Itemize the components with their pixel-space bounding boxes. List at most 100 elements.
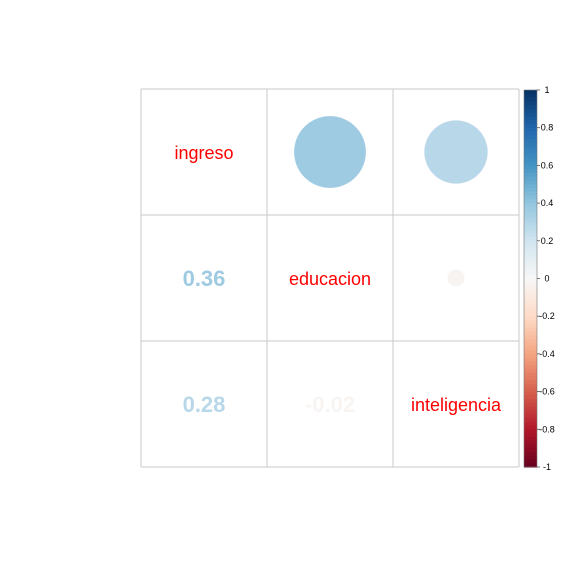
colorbar-segment (524, 323, 537, 329)
colorbar-segment (524, 123, 537, 129)
colorbar-tick-label: 0.8 (541, 123, 554, 133)
colorbar-tick-label: -0.8 (539, 424, 555, 434)
cell-layer: ingreso 0.36 educacion 0.28 -0.02 inteligenci… (174, 116, 502, 417)
colorbar-segment (524, 263, 537, 268)
colorbar-tick-label: 1 (544, 85, 549, 95)
colorbar-segment (524, 135, 537, 140)
colorbar-tick-label: -0.4 (539, 349, 555, 359)
colorbar-segment (524, 391, 537, 396)
corr-value-educacion-ingreso: 0.36 (183, 266, 226, 291)
colorbar-segment (524, 93, 537, 99)
colorbar-segment (524, 286, 537, 291)
colorbar-segment (524, 259, 537, 265)
colorbar-tick-label: 0.6 (541, 160, 554, 170)
colorbar-segment (524, 346, 537, 351)
colorbar-segment (524, 154, 537, 159)
colorbar: 1 0.8 0.6 0.4 0.2 0 -0.2 -0.4 -0.6 -0.8 -1 (523, 85, 555, 472)
colorbar-segment (524, 191, 537, 197)
colorbar-segment (524, 105, 537, 110)
colorbar-segment (524, 372, 537, 378)
colorbar-segment (524, 248, 537, 253)
colorbar-tick-label: 0.4 (541, 198, 554, 208)
colorbar-segment (524, 120, 537, 125)
colorbar-tick-label: -0.2 (539, 311, 555, 321)
colorbar-segment (524, 165, 537, 170)
colorbar-segment (524, 335, 537, 340)
colorbar-segment (524, 365, 537, 370)
colorbar-segment (524, 368, 537, 374)
colorbar-segment (524, 127, 537, 133)
colorbar-segment (524, 301, 537, 306)
colorbar-segment (524, 233, 537, 238)
colorbar-segment (524, 297, 537, 302)
colorbar-segment (524, 218, 537, 223)
colorbar-segment (524, 384, 537, 389)
colorbar-segment (524, 221, 537, 227)
colorbar-tick-label: 0.2 (541, 236, 554, 246)
colorbar-segment (524, 278, 537, 283)
colorbar-segment (524, 282, 537, 287)
colorbar-segment (524, 459, 537, 464)
colorbar-segment (524, 308, 537, 314)
colorbar-segment (524, 421, 537, 427)
colorbar-segment (524, 97, 537, 102)
colorbar-segment (524, 425, 537, 430)
colorbar-segment (524, 255, 537, 261)
variable-label-inteligencia: inteligencia (411, 395, 502, 415)
colorbar-segment (524, 380, 537, 385)
variable-label-ingreso: ingreso (174, 143, 233, 163)
colorbar-tick-label: -1 (543, 462, 551, 472)
colorbar-segment (524, 451, 537, 457)
corr-circle-ingreso-educacion (294, 116, 366, 188)
colorbar-segment (524, 157, 537, 163)
colorbar-segment (524, 304, 537, 310)
colorbar-segment (524, 312, 537, 317)
colorbar-segment (524, 267, 537, 272)
colorbar-segment (524, 338, 537, 344)
colorbar-segment (524, 176, 537, 182)
colorbar-segment (524, 395, 537, 400)
colorbar-segment (524, 417, 537, 423)
colorbar-segment (524, 244, 537, 249)
colorbar-segment (524, 214, 537, 219)
colorbar-tick-label: 0 (544, 274, 549, 284)
colorbar-segment (524, 188, 537, 193)
colorbar-segment (524, 331, 537, 336)
grid-layer (140, 88, 520, 468)
corr-circle-ingreso-inteligencia (424, 120, 488, 184)
colorbar-segment (524, 410, 537, 415)
colorbar-segment (524, 150, 537, 155)
colorbar-segment (524, 112, 537, 117)
colorbar-segment (524, 184, 537, 189)
colorbar-segment (524, 161, 537, 166)
colorbar-segment (524, 316, 537, 321)
colorbar-segment (524, 131, 537, 136)
colorbar-segment (524, 353, 537, 359)
colorbar-segment (524, 108, 537, 114)
corr-value-inteligencia-ingreso: 0.28 (183, 392, 226, 417)
corr-value-inteligencia-educacion: -0.02 (305, 392, 355, 417)
colorbar-segment (524, 433, 537, 438)
colorbar-segment (524, 101, 537, 106)
colorbar-segment (524, 206, 537, 212)
colorbar-segment (524, 357, 537, 363)
colorbar-segment (524, 90, 537, 95)
colorbar-segment (524, 402, 537, 408)
colorbar-segment (524, 210, 537, 216)
colorbar-segment (524, 270, 537, 276)
colorbar-segment (524, 429, 537, 434)
colorbar-segment (524, 289, 537, 295)
colorbar-segment (524, 406, 537, 412)
colorbar-segment (524, 293, 537, 298)
colorbar-segment (524, 240, 537, 246)
colorbar-segment (524, 172, 537, 178)
colorbar-segment (524, 199, 537, 204)
colorbar-segment (524, 350, 537, 355)
colorbar-segment (524, 440, 537, 445)
colorbar-segment (524, 203, 537, 208)
colorbar-segment (524, 342, 537, 347)
colorbar-segment (524, 455, 537, 461)
colorbar-segment (524, 229, 537, 234)
